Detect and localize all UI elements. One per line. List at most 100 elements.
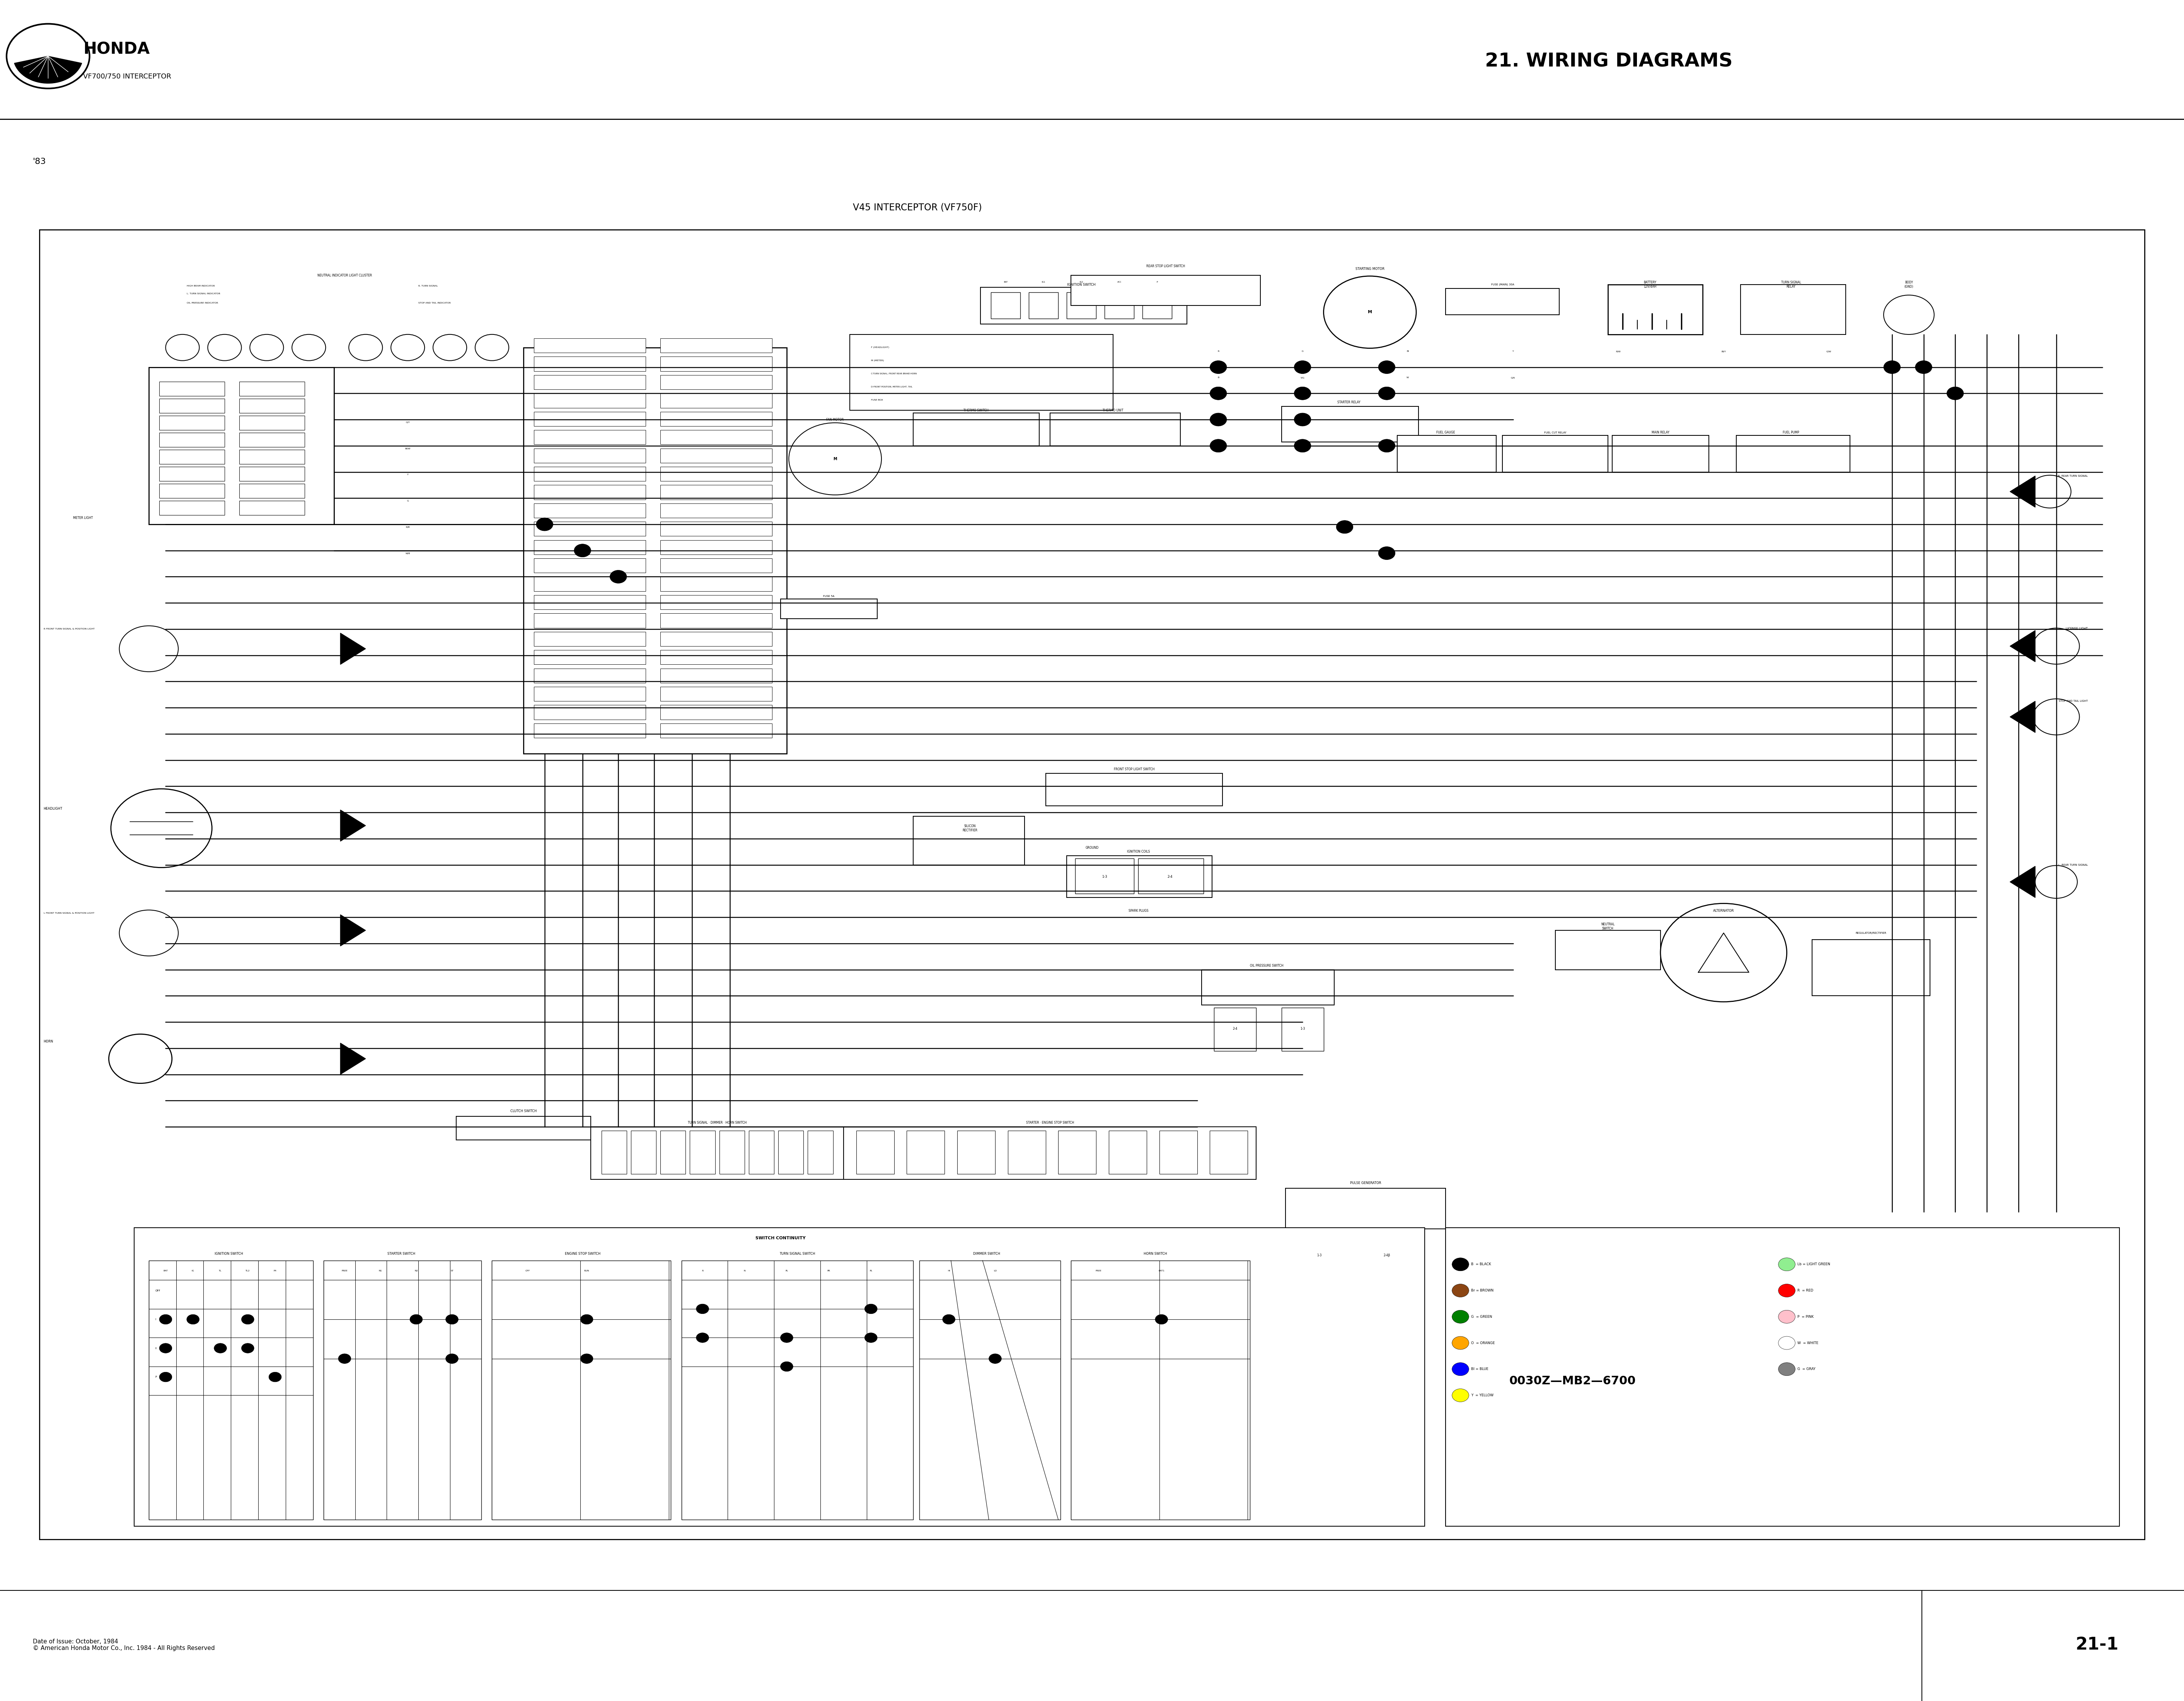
Bar <box>660 614 771 628</box>
Text: M: M <box>1367 310 1372 315</box>
Circle shape <box>1660 903 1787 1002</box>
Bar <box>660 485 771 500</box>
Text: N2: N2 <box>415 1271 417 1272</box>
Bar <box>535 430 646 444</box>
Text: IGNITION SWITCH: IGNITION SWITCH <box>1068 282 1096 286</box>
Bar <box>1365 1232 1409 1277</box>
Text: STARTING MOTOR: STARTING MOTOR <box>1356 267 1385 270</box>
Text: R  = RED: R = RED <box>1797 1289 1813 1293</box>
Bar <box>592 1126 843 1179</box>
Text: OIL PRESSURE INDICATOR: OIL PRESSURE INDICATOR <box>186 303 218 304</box>
Bar <box>660 503 771 517</box>
Bar <box>919 1260 1061 1519</box>
Bar <box>1446 289 1559 315</box>
Text: SWITCH CONTINUITY: SWITCH CONTINUITY <box>756 1237 806 1240</box>
Text: CLUTCH SWITCH: CLUTCH SWITCH <box>511 1109 537 1112</box>
Text: B  = BLACK: B = BLACK <box>1472 1262 1492 1266</box>
Wedge shape <box>15 56 81 83</box>
Circle shape <box>780 1334 793 1342</box>
Circle shape <box>574 544 592 558</box>
Text: IG1: IG1 <box>1042 281 1046 282</box>
Text: STOP AND TAIL LIGHT: STOP AND TAIL LIGHT <box>2060 701 2088 703</box>
Bar <box>535 614 646 628</box>
Bar <box>1612 435 1708 471</box>
Text: THERMO SWITCH: THERMO SWITCH <box>963 408 989 412</box>
Text: L. REAR TURN SIGNAL: L. REAR TURN SIGNAL <box>2057 864 2088 866</box>
Circle shape <box>1778 1337 1795 1349</box>
Circle shape <box>120 626 179 672</box>
Bar <box>843 1126 1256 1179</box>
Text: FREE: FREE <box>341 1271 347 1272</box>
Circle shape <box>1378 546 1396 560</box>
Text: NEUTRAL INDICATOR LIGHT CLUSTER: NEUTRAL INDICATOR LIGHT CLUSTER <box>317 274 371 277</box>
Circle shape <box>1915 361 1933 374</box>
Text: STARTER · ENGINE STOP SWITCH: STARTER · ENGINE STOP SWITCH <box>1026 1121 1075 1124</box>
Text: F (HEADLIGHT): F (HEADLIGHT) <box>871 347 889 349</box>
Bar <box>1398 435 1496 471</box>
Circle shape <box>780 1361 793 1371</box>
Bar <box>240 381 304 396</box>
Bar <box>159 415 225 430</box>
Circle shape <box>581 1354 594 1364</box>
Text: STOP AND TAIL INDICATOR: STOP AND TAIL INDICATOR <box>419 303 450 304</box>
Bar <box>159 466 225 481</box>
Text: 1-3: 1-3 <box>1317 1254 1321 1257</box>
Bar <box>660 430 771 444</box>
Bar <box>535 503 646 517</box>
Circle shape <box>476 335 509 361</box>
Text: M (METER): M (METER) <box>871 359 885 362</box>
Text: Bl/W: Bl/W <box>404 447 411 449</box>
Bar <box>1070 1260 1249 1519</box>
Text: REAR STOP LIGHT SWITCH: REAR STOP LIGHT SWITCH <box>1147 265 1186 269</box>
Text: HI: HI <box>948 1271 950 1272</box>
Text: '83: '83 <box>33 158 46 165</box>
Bar <box>719 1131 745 1174</box>
Bar <box>159 398 225 413</box>
Bar <box>660 449 771 463</box>
Bar <box>660 393 771 408</box>
Circle shape <box>1778 1284 1795 1298</box>
Bar <box>808 1131 832 1174</box>
Text: TURN SIGNAL · DIMMER · HORN SWITCH: TURN SIGNAL · DIMMER · HORN SWITCH <box>688 1121 747 1124</box>
Bar <box>856 1131 893 1174</box>
Text: D-FRONT POSITION, METER LIGHT, TAIL: D-FRONT POSITION, METER LIGHT, TAIL <box>871 386 913 388</box>
Bar <box>660 595 771 609</box>
Circle shape <box>269 1373 282 1381</box>
Polygon shape <box>2009 476 2035 507</box>
Text: P4: P4 <box>273 1271 277 1272</box>
Circle shape <box>1883 361 1900 374</box>
Bar <box>660 706 771 720</box>
Bar <box>660 723 771 738</box>
Circle shape <box>2033 699 2079 735</box>
Bar <box>660 687 771 701</box>
Bar <box>1109 1131 1147 1174</box>
Text: VF700/750 INTERCEPTOR: VF700/750 INTERCEPTOR <box>83 73 170 80</box>
Text: BAT: BAT <box>164 1271 168 1272</box>
Text: TL: TL <box>218 1271 223 1272</box>
Circle shape <box>697 1334 710 1342</box>
Bar <box>240 500 304 515</box>
Bar <box>660 539 771 555</box>
Text: 21-1: 21-1 <box>2075 1636 2118 1653</box>
Text: TL2: TL2 <box>245 1271 249 1272</box>
Text: SILICON
RECTIFIER: SILICON RECTIFIER <box>963 825 978 832</box>
Bar <box>1046 774 1223 806</box>
Text: L FRONT TURN SIGNAL & POSITION LIGHT: L FRONT TURN SIGNAL & POSITION LIGHT <box>44 912 94 915</box>
Bar <box>323 1260 480 1519</box>
Circle shape <box>242 1344 253 1352</box>
Bar <box>601 1131 627 1174</box>
Circle shape <box>1452 1257 1470 1271</box>
Text: R/W: R/W <box>1616 350 1621 352</box>
Bar <box>660 357 771 371</box>
Text: FUEL GAUGE: FUEL GAUGE <box>1437 430 1455 434</box>
Text: Date of Issue: October, 1984
© American Honda Motor Co., Inc. 1984 - All Rights : Date of Issue: October, 1984 © American … <box>33 1638 214 1652</box>
Bar <box>1138 859 1203 893</box>
Circle shape <box>2029 475 2070 509</box>
Bar <box>1075 859 1133 893</box>
Text: ST: ST <box>450 1271 454 1272</box>
Bar <box>1066 856 1212 898</box>
Bar <box>690 1131 714 1174</box>
Circle shape <box>432 335 467 361</box>
Bar <box>660 338 771 352</box>
Circle shape <box>865 1334 878 1342</box>
